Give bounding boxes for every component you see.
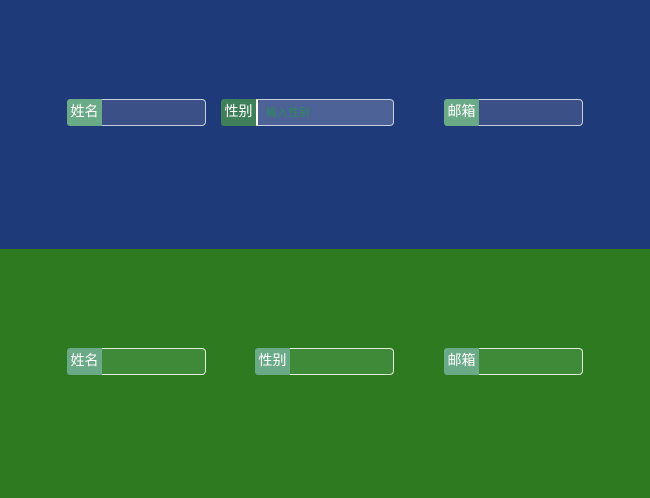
email-field: 邮箱 — [444, 348, 583, 375]
name-field: 姓名 — [67, 99, 206, 126]
gender-label: 性别 — [221, 99, 256, 126]
gender-field: 性别 — [255, 348, 394, 375]
name-label: 姓名 — [67, 99, 102, 126]
top-form-panel: 姓名 性别 邮箱 — [0, 0, 650, 249]
gender-field: 性别 — [221, 99, 394, 126]
email-label: 邮箱 — [444, 99, 479, 126]
email-input[interactable] — [479, 99, 583, 126]
gender-input[interactable] — [256, 99, 394, 126]
name-field: 姓名 — [67, 348, 206, 375]
name-label: 姓名 — [67, 348, 102, 375]
email-input[interactable] — [479, 348, 583, 375]
bottom-form-panel: 姓名 性别 邮箱 — [0, 249, 650, 498]
email-field: 邮箱 — [444, 99, 583, 126]
name-input[interactable] — [102, 348, 206, 375]
gender-input[interactable] — [290, 348, 394, 375]
name-input[interactable] — [102, 99, 206, 126]
email-label: 邮箱 — [444, 348, 479, 375]
gender-label: 性别 — [255, 348, 290, 375]
